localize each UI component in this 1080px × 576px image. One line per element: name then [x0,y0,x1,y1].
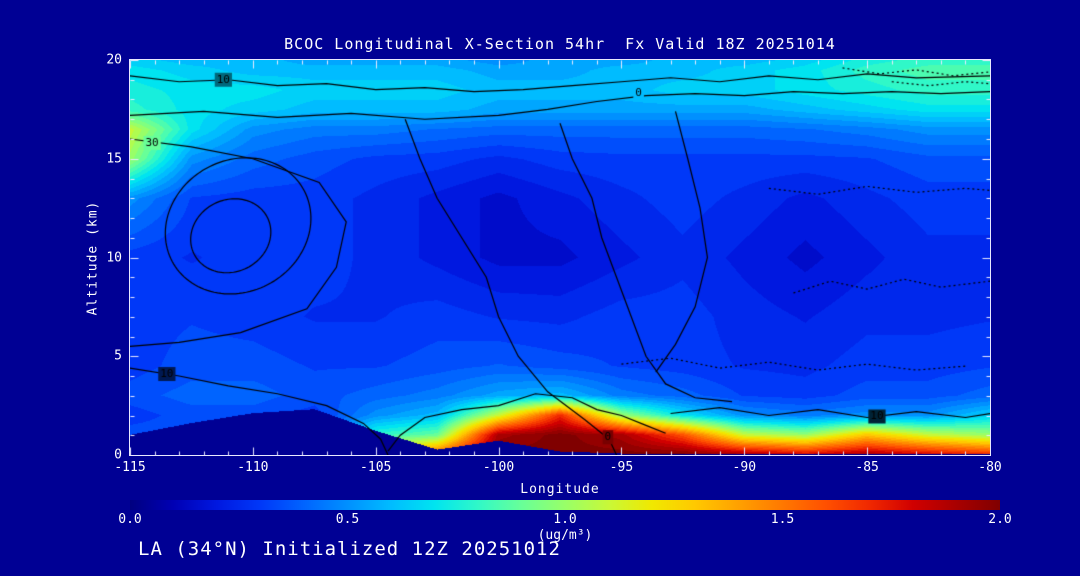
colorbar-tick-label: 1.0 [553,512,577,527]
colorbar-tick-label: 0.0 [118,512,142,527]
y-tick-label: 10 [106,250,122,265]
x-tick-label: -85 [855,460,879,475]
colorbar [130,500,1000,510]
y-tick-label: 0 [114,447,122,463]
y-tick-label: 5 [114,348,122,364]
y-tick-label: 15 [106,151,122,167]
x-axis-label: Longitude [520,482,600,497]
init-info: LA (34°N) Initialized 12Z 20251012 [138,538,561,560]
colorbar-tick-label: 0.5 [335,512,360,527]
x-tick-label: -105 [360,460,392,475]
x-tick-label: -90 [732,460,757,475]
x-tick-label: -115 [114,460,146,475]
y-axis-label: Altitude (km) [85,200,101,316]
y-tick-label: 20 [106,52,122,68]
chart-title: BCOC Longitudinal X-Section 54hr Fx Vali… [284,35,836,53]
x-tick-label: -95 [609,460,634,475]
x-tick-label: -110 [237,460,269,475]
colorbar-tick-label: 1.5 [770,512,795,527]
xsection-contour-plot [129,59,991,456]
colorbar-units-label: (ug/m³) [537,528,593,543]
colorbar-tick-label: 2.0 [988,512,1012,527]
x-tick-label: -100 [482,460,515,475]
x-tick-label: -80 [978,460,1002,475]
